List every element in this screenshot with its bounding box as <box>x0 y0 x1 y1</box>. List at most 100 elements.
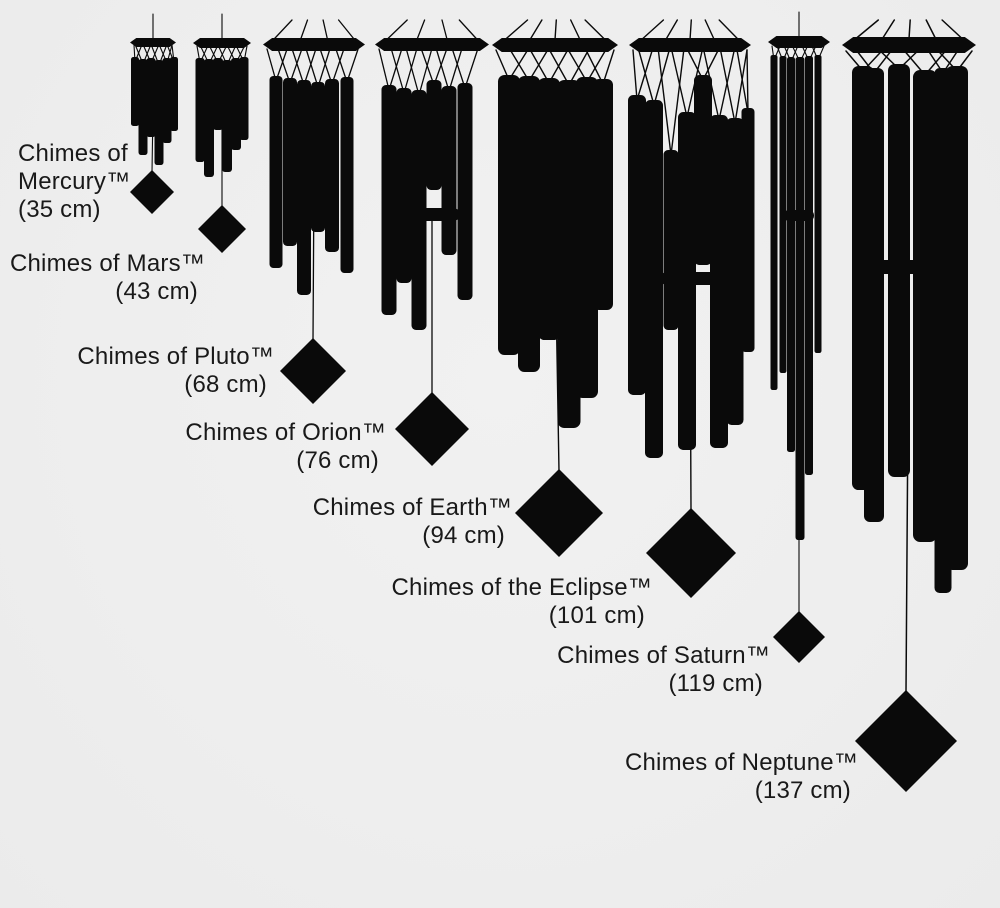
chime-tube <box>864 68 884 522</box>
string <box>291 48 305 86</box>
chime-tube <box>576 77 598 398</box>
chime-name: Chimes of Mars™ <box>9 250 205 277</box>
chime-figure-orion <box>375 19 489 466</box>
string <box>317 48 331 88</box>
chime-size: (94 cm) <box>422 522 505 549</box>
chime-tube <box>297 80 311 295</box>
string <box>638 49 655 106</box>
string <box>718 19 740 41</box>
chime-tube <box>204 59 214 177</box>
wind-sail <box>130 170 174 214</box>
string <box>303 48 317 86</box>
chime-size: (35 cm) <box>18 196 101 223</box>
string <box>570 19 581 41</box>
chime-tube <box>726 118 744 425</box>
chime-tube <box>396 88 412 283</box>
chime-tube <box>381 85 397 315</box>
chime-tube <box>787 57 795 452</box>
string <box>418 48 433 96</box>
chime-tube <box>195 58 205 162</box>
chime-tube <box>805 56 813 475</box>
string <box>331 48 345 85</box>
chime-label-mercury: Chimes of Mercury™ (35 cm) <box>18 140 130 224</box>
hanger-disc <box>263 38 365 51</box>
wind-sail <box>395 392 469 466</box>
hanger-disc <box>492 38 618 52</box>
chime-figure-mars <box>193 13 251 253</box>
string <box>602 49 615 85</box>
string <box>636 49 653 101</box>
string <box>908 19 911 40</box>
chime-name: Chimes of Orion™ <box>185 419 386 446</box>
chime-tube <box>138 59 148 155</box>
string <box>420 48 435 86</box>
wind-sail <box>646 508 736 598</box>
string <box>405 48 420 96</box>
string <box>584 19 607 41</box>
wind-sail <box>773 611 825 663</box>
string <box>548 49 570 86</box>
string <box>734 49 748 124</box>
string <box>319 48 333 85</box>
string <box>277 48 291 84</box>
chime-tube <box>795 57 805 540</box>
chime-tube <box>311 82 325 232</box>
chime-label-neptune: Chimes of Neptune™ (137 cm) <box>625 749 858 805</box>
chime-tube <box>170 57 178 131</box>
string <box>441 19 448 41</box>
string <box>435 48 450 92</box>
chime-name: Mercury™ <box>18 168 131 195</box>
string <box>378 48 390 91</box>
chime-tube <box>518 76 540 372</box>
string <box>586 49 607 83</box>
chime-name: Chimes of the Eclipse™ <box>391 574 652 601</box>
chime-size: (43 cm) <box>115 278 198 305</box>
string <box>925 19 937 40</box>
chime-tube <box>814 55 822 353</box>
chime-name: Chimes of <box>18 140 128 167</box>
hanger-disc <box>629 38 751 52</box>
chime-tube <box>269 76 283 268</box>
chime-size: (68 cm) <box>184 371 267 398</box>
chime-tube <box>538 78 560 340</box>
chime-tube <box>628 95 646 395</box>
chime-label-eclipse: Chimes of the Eclipse™ (101 cm) <box>391 574 652 630</box>
chime-size: (137 cm) <box>754 777 851 804</box>
string <box>503 19 529 41</box>
chime-tube <box>222 60 232 172</box>
string <box>657 49 672 156</box>
string <box>322 19 329 41</box>
string <box>670 49 685 156</box>
chime-tube <box>426 80 442 190</box>
chime-tube <box>441 86 457 255</box>
chime-name: Chimes of Pluto™ <box>77 343 274 370</box>
chime-name: Chimes of Saturn™ <box>557 642 770 669</box>
string <box>719 49 736 124</box>
chime-tube <box>340 77 354 273</box>
string <box>704 19 716 41</box>
chime-label-saturn: Chimes of Saturn™ (119 cm) <box>557 642 770 698</box>
string <box>689 19 692 41</box>
string <box>464 48 479 89</box>
chime-figure-earth <box>492 19 618 557</box>
chime-tube <box>325 79 339 252</box>
chime-tube <box>231 58 241 150</box>
chime-tube <box>239 57 249 140</box>
chime-tube <box>283 78 297 246</box>
chime-size: (76 cm) <box>296 447 379 474</box>
chime-size: (119 cm) <box>668 670 763 697</box>
hanger-disc <box>768 36 830 48</box>
chime-tube <box>663 150 679 330</box>
string <box>529 19 543 41</box>
chime-tube <box>694 75 712 265</box>
string <box>433 48 448 86</box>
string <box>275 48 288 82</box>
string <box>388 48 403 91</box>
chime-tube <box>779 56 787 373</box>
string <box>346 48 359 83</box>
chime-name: Chimes of Neptune™ <box>624 749 858 776</box>
string <box>416 19 426 41</box>
chime-tube <box>498 75 520 355</box>
chime-tube <box>213 58 223 130</box>
string <box>451 48 466 89</box>
